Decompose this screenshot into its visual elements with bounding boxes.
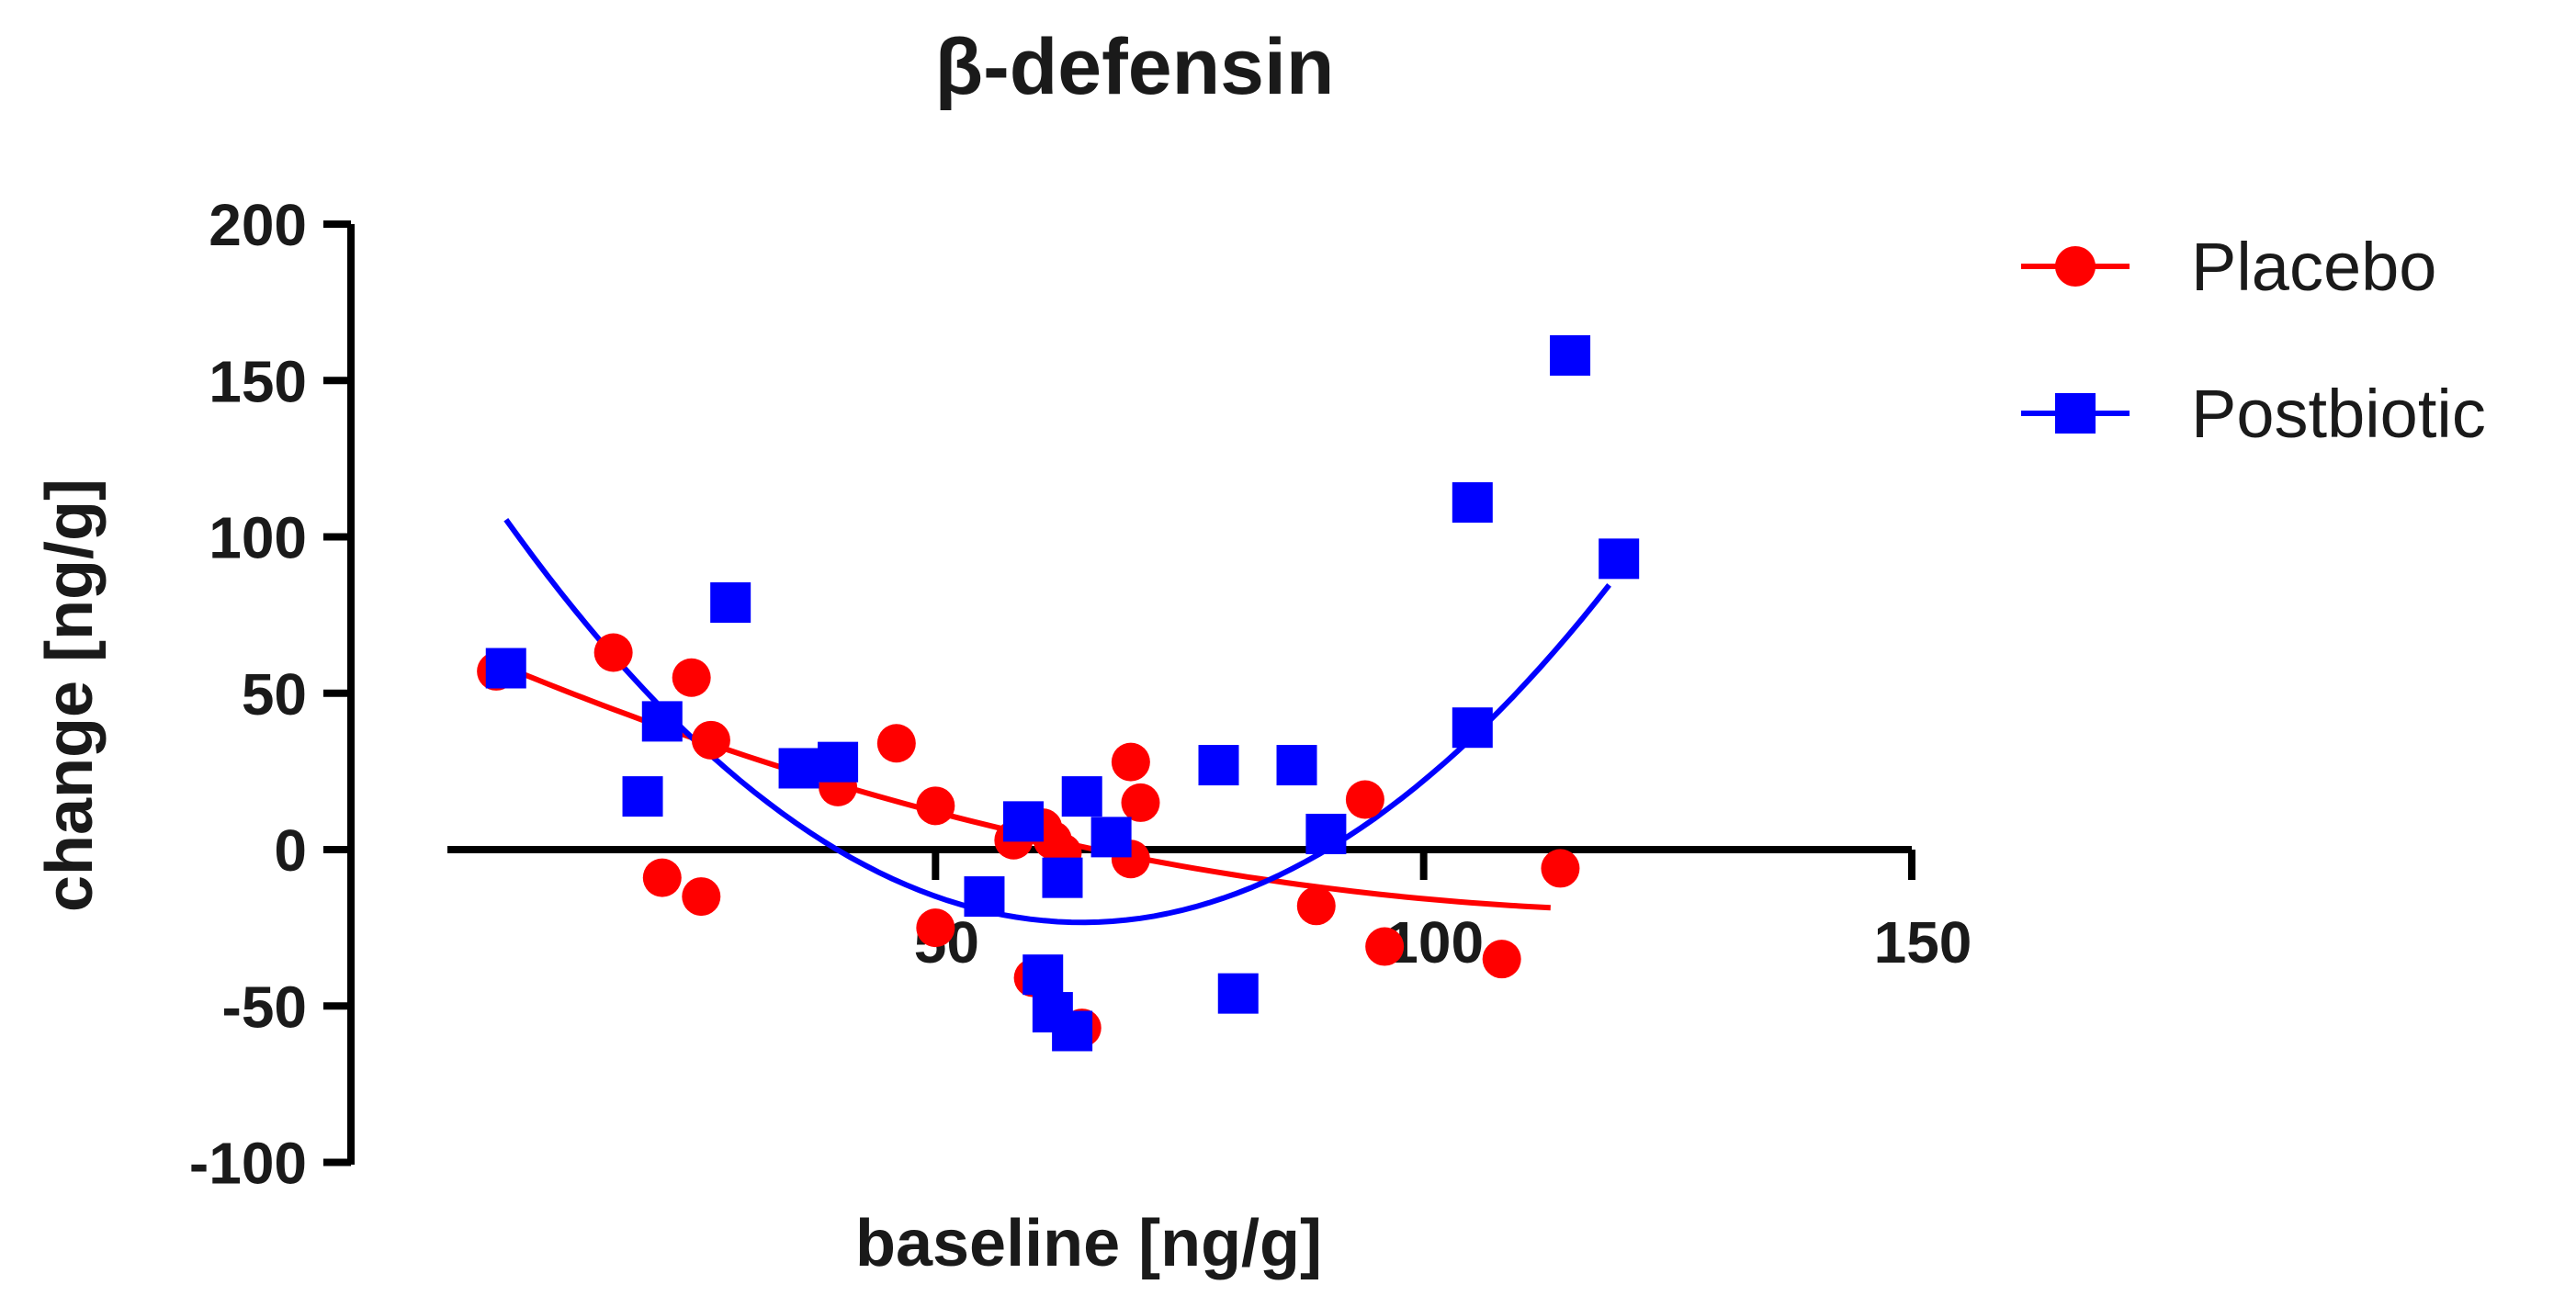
placebo-point (691, 720, 730, 760)
postbiotic-point (1061, 776, 1102, 817)
y-tick-label: 50 (242, 661, 307, 727)
y-tick-label: 200 (209, 192, 307, 258)
postbiotic-point (1599, 538, 1640, 580)
y-ticks: -100 -50 0 50 100 150 200 (189, 192, 351, 1197)
postbiotic-point (1002, 801, 1044, 842)
postbiotic-point (1042, 857, 1083, 898)
legend-postbiotic-marker (2055, 393, 2096, 434)
postbiotic-point (1276, 745, 1317, 786)
placebo-point (672, 658, 711, 697)
postbiotic-point (1052, 1010, 1093, 1052)
legend-postbiotic-label: Postbiotic (2191, 376, 2486, 452)
postbiotic-point (964, 876, 1005, 918)
y-tick-label: -100 (189, 1131, 307, 1197)
placebo-point (916, 786, 955, 826)
placebo-point (916, 908, 955, 948)
postbiotic-point (641, 701, 683, 742)
placebo-point (1541, 849, 1580, 888)
x-tick-label: 150 (1874, 909, 1972, 975)
postbiotic-point (1452, 707, 1493, 749)
postbiotic-point (485, 648, 526, 689)
postbiotic-point (818, 741, 859, 783)
postbiotic-point (1198, 745, 1239, 786)
y-tick-label: 150 (209, 348, 307, 414)
postbiotic-fit-curve (503, 517, 1611, 926)
placebo-point (1111, 742, 1150, 782)
postbiotic-point (622, 776, 663, 817)
y-axis-label: change [ng/g] (33, 479, 107, 912)
placebo-point (682, 877, 721, 917)
postbiotic-point (778, 748, 819, 789)
postbiotic-point (1452, 482, 1493, 524)
y-tick-label: 100 (209, 505, 307, 571)
legend-placebo-label: Placebo (2191, 229, 2436, 305)
y-tick-label: -50 (222, 974, 308, 1040)
postbiotic-point (1022, 954, 1064, 996)
y-tick-label: 0 (274, 817, 307, 884)
data-points (477, 335, 1640, 1052)
placebo-point (1121, 783, 1160, 822)
placebo-point (1345, 780, 1384, 819)
postbiotic-point (1305, 813, 1347, 854)
placebo-point (593, 633, 633, 672)
postbiotic-point (1090, 817, 1132, 858)
x-axis-label: baseline [ng/g] (855, 1207, 1322, 1280)
postbiotic-point (1550, 335, 1591, 377)
placebo-point (1365, 927, 1405, 966)
placebo-point (876, 724, 916, 763)
chart-title: β-defensin (935, 23, 1335, 111)
axes (347, 224, 1912, 1165)
placebo-point (642, 858, 682, 897)
legend-placebo-marker (2055, 246, 2096, 287)
postbiotic-point (1217, 973, 1259, 1014)
legend: Placebo Postbiotic (2021, 229, 2486, 452)
placebo-point (1296, 886, 1336, 926)
placebo-point (1482, 940, 1521, 979)
postbiotic-point (710, 582, 751, 624)
